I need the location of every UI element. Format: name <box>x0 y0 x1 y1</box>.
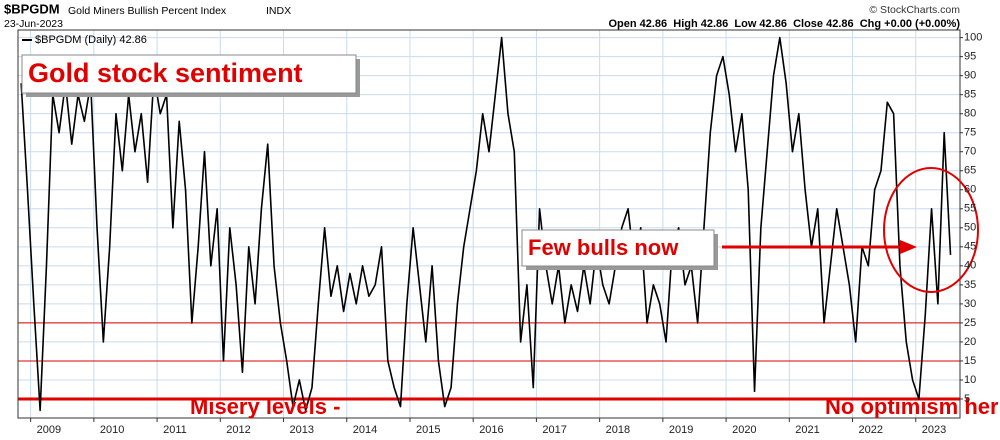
annotation: Few bulls now <box>528 235 679 260</box>
reference-lines <box>18 322 960 401</box>
x-tick-label: 2021 <box>795 424 819 436</box>
plot-frame <box>17 29 961 419</box>
x-tick-label: 2023 <box>922 424 946 436</box>
y-tick-label: 10 <box>964 374 976 386</box>
y-tick-label: 75 <box>964 127 976 139</box>
x-tick-label: 2010 <box>100 424 124 436</box>
x-tick-label: 2009 <box>37 424 61 436</box>
x-tick-label: 2014 <box>353 424 377 436</box>
credit: © StockCharts.com <box>869 4 960 16</box>
y-tick-label: 100 <box>964 32 982 44</box>
symbol: $BPGDM <box>4 1 60 16</box>
y-tick-label: 85 <box>964 89 976 101</box>
legend-label: $BPGDM (Daily) 42.86 <box>35 34 147 46</box>
y-tick-label: 20 <box>964 336 976 348</box>
x-tick-label: 2020 <box>732 424 756 436</box>
annotation: No optimism here <box>825 394 1000 419</box>
box <box>521 229 715 267</box>
x-tick-label: 2011 <box>163 424 187 436</box>
plot <box>20 36 952 412</box>
x-tick-label: 2016 <box>479 424 503 436</box>
series-line <box>20 36 952 412</box>
y-axis: 5 10 15 20 25 30 35 40 45 50 55 60 65 70 75 80 85 90 95 100 <box>960 32 982 405</box>
annotation: Gold stock sentiment <box>28 58 303 88</box>
exchange: INDX <box>266 5 291 17</box>
y-tick-label: 60 <box>964 184 976 196</box>
header: $BPGDM Gold Miners Bullish Percent Index… <box>4 1 960 29</box>
y-tick-label: 65 <box>964 165 976 177</box>
highlight-ellipse <box>883 167 979 293</box>
x-tick-label: 2019 <box>669 424 693 436</box>
x-tick-label: 2012 <box>226 424 250 436</box>
x-tick-label: 2015 <box>416 424 440 436</box>
y-tick-label: 15 <box>964 355 976 367</box>
clipped-annotation: No optimism here <box>825 394 1000 419</box>
index-name: Gold Miners Bullish Percent Index <box>68 5 227 17</box>
y-tick-label: 90 <box>964 70 976 82</box>
annotation-box: Few bulls now <box>521 229 718 270</box>
x-tick-label: 2018 <box>606 424 630 436</box>
y-tick-label: 95 <box>964 51 976 63</box>
y-tick-label: 45 <box>964 241 976 253</box>
arrow-head <box>900 240 917 254</box>
y-tick-label: 55 <box>964 203 976 215</box>
date: 23-Jun-2023 <box>4 18 63 30</box>
y-tick-label: 50 <box>964 222 976 234</box>
y-tick-label: 35 <box>964 279 976 291</box>
x-axis: 2009 2010 2011 2012 2013 2014 2015 2016 2017 2018… <box>30 418 946 436</box>
y-tick-label: 80 <box>964 108 976 120</box>
y-tick-label: 40 <box>964 260 976 272</box>
y-tick-label: 70 <box>964 146 976 158</box>
legend: $BPGDM (Daily) 42.86 <box>22 34 147 46</box>
x-tick-label: 2022 <box>859 424 883 436</box>
quote: Open 42.86 High 42.86 Low 42.86 Close 42… <box>608 18 960 30</box>
y-tick-label: 5 <box>964 393 970 405</box>
x-tick-label: 2013 <box>290 424 314 436</box>
y-tick-label: 25 <box>964 317 976 329</box>
x-tick-label: 2017 <box>542 424 566 436</box>
y-tick-label: 30 <box>964 298 976 310</box>
annotation: Misery levels - <box>190 394 340 419</box>
box <box>21 54 357 94</box>
annotation-box: Gold stock sentiment <box>21 54 360 97</box>
